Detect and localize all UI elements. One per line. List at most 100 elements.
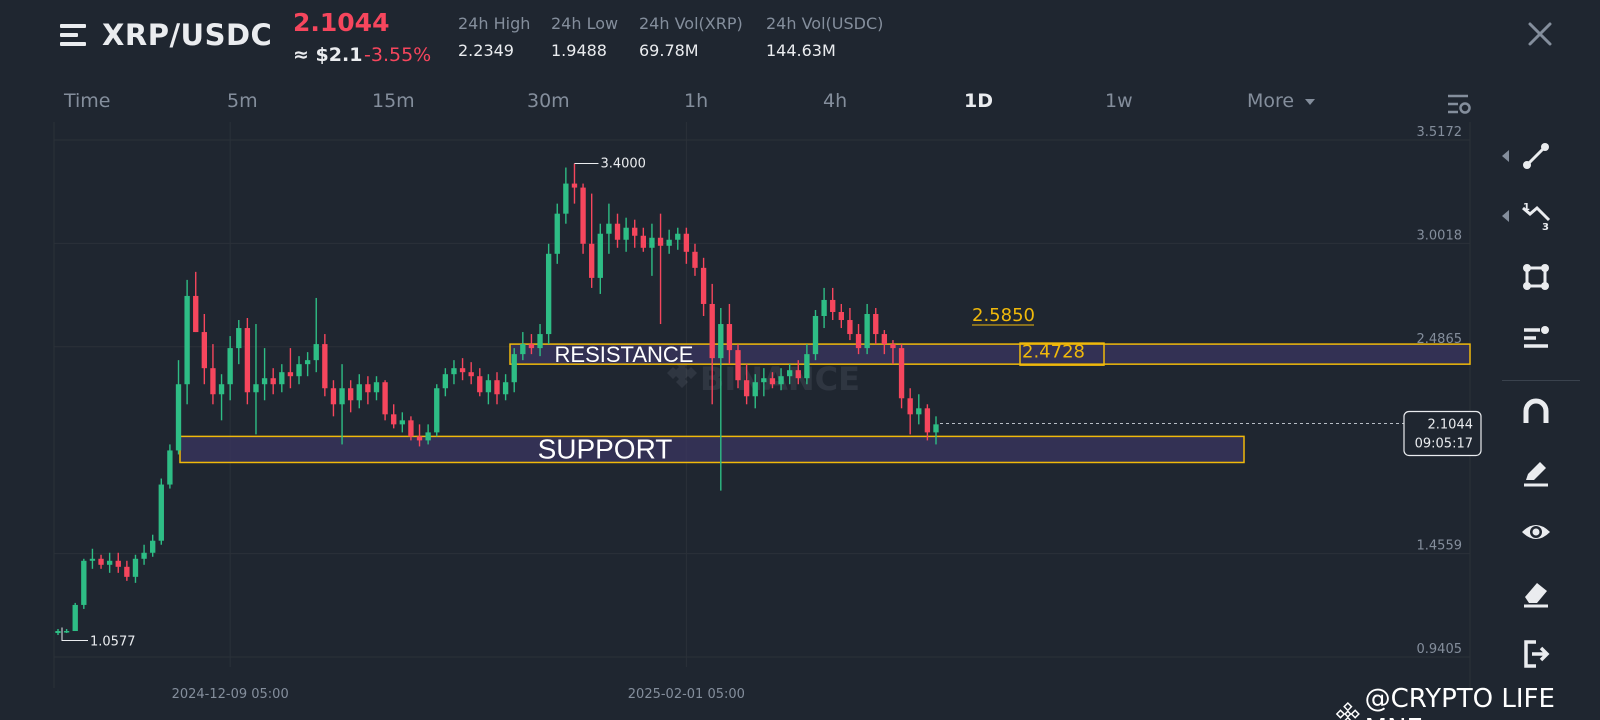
candle-body: [132, 558, 139, 577]
magnet-icon: [1523, 398, 1549, 423]
candle-body: [700, 267, 707, 304]
support-label: SUPPORT: [538, 433, 673, 464]
candle-body: [580, 187, 586, 244]
candle-body: [769, 378, 776, 385]
candle-body: [649, 237, 655, 248]
chart-settings-button[interactable]: [1446, 92, 1472, 116]
close-icon: [1528, 22, 1552, 46]
tab-5m[interactable]: 5m: [227, 90, 258, 112]
stat-value: 1.9488: [551, 41, 607, 60]
candlestick-chart-svg[interactable]: 3.5172 3.0018 2.4865 1.4559 0.9405 2024-12-09…: [0, 122, 1485, 712]
candle-body: [752, 382, 758, 397]
pencil-button[interactable]: [1520, 456, 1552, 488]
tab-1h[interactable]: 1h: [684, 90, 709, 112]
stat-24h-low: 24h Low 1.9488: [551, 14, 618, 60]
candle-body: [847, 320, 853, 335]
expand-arrow-icon[interactable]: [1502, 150, 1509, 162]
candle-body: [718, 324, 724, 359]
y-axis-label: 3.0018: [1417, 228, 1463, 243]
resistance-zone: [509, 343, 1471, 365]
candle-body: [236, 328, 242, 349]
caret-down-icon: [1305, 98, 1316, 105]
candle-body: [726, 324, 733, 351]
candle-body: [210, 368, 216, 395]
candle-body: [416, 436, 423, 441]
price-change-percent: -3.55%: [364, 44, 432, 66]
candle-body: [167, 450, 173, 485]
candle-body: [459, 368, 466, 373]
tab-30m[interactable]: 30m: [527, 90, 570, 112]
candle-body: [537, 334, 543, 349]
candle-body: [442, 374, 449, 389]
candle-body: [175, 384, 182, 451]
candle-body: [589, 243, 595, 278]
candle-body: [485, 380, 492, 393]
candle-body: [81, 560, 87, 605]
candle-body: [502, 382, 509, 395]
menu-icon[interactable]: [60, 22, 88, 48]
candle-body: [158, 484, 164, 541]
trendline-tool-button[interactable]: [1520, 140, 1552, 172]
candle-body: [666, 239, 672, 246]
stat-24h-high: 24h High 2.2349: [458, 14, 530, 60]
candle-body: [907, 398, 913, 415]
candle-body: [873, 313, 879, 335]
candle-body: [279, 372, 285, 385]
candle-body: [477, 376, 483, 393]
candle-body: [924, 408, 931, 433]
rectangle-tool-icon: [1523, 264, 1549, 290]
candle-body: [614, 223, 621, 240]
rectangle-tool-button[interactable]: [1520, 261, 1552, 293]
candle-body: [72, 604, 78, 632]
candle-body: [528, 344, 535, 349]
exit-button[interactable]: [1520, 638, 1552, 670]
current-price-tag: [1403, 410, 1482, 457]
eye-icon: [1522, 525, 1550, 539]
candle-body: [640, 235, 647, 248]
stat-value: 69.78M: [639, 41, 699, 60]
candle-body: [313, 344, 319, 361]
expand-arrow-icon[interactable]: [1502, 210, 1509, 222]
tab-1d[interactable]: 1D: [964, 90, 993, 112]
price-chart[interactable]: 3.5172 3.0018 2.4865 1.4559 0.9405 2024-12-09…: [0, 122, 1485, 712]
pair-title[interactable]: XRP/USDC: [102, 18, 273, 52]
candle-layer: [55, 163, 939, 636]
stat-24h-vol-usdc: 24h Vol(USDC) 144.63M: [766, 14, 883, 60]
eraser-button[interactable]: [1520, 577, 1552, 609]
level-label-1: 2.5850: [972, 305, 1035, 326]
candle-body: [218, 384, 225, 395]
trendline-tool-icon: [1523, 143, 1549, 169]
candle-body: [201, 332, 208, 369]
candle-body: [632, 227, 638, 236]
tab-more[interactable]: More: [1247, 90, 1316, 112]
candle-body: [347, 388, 354, 401]
candle-body: [115, 560, 121, 567]
tab-time[interactable]: Time: [64, 90, 111, 112]
visibility-button[interactable]: [1520, 516, 1552, 548]
close-button[interactable]: [1524, 18, 1556, 50]
level-box-2: [1019, 342, 1105, 366]
candle-body: [141, 552, 147, 559]
tab-15m[interactable]: 15m: [372, 90, 415, 112]
tab-more-label: More: [1247, 90, 1295, 112]
candle-body: [339, 388, 345, 405]
candle-body: [184, 295, 190, 385]
tab-4h[interactable]: 4h: [823, 90, 848, 112]
candle-body: [571, 183, 578, 188]
tab-1w[interactable]: 1w: [1105, 90, 1133, 112]
candle-body: [709, 303, 715, 359]
level-label-2: 2.4728: [1022, 342, 1085, 363]
candle-body: [89, 558, 96, 561]
credit-watermark: @CRYPTO LIFE MNE: [1335, 684, 1600, 720]
credit-text: @CRYPTO LIFE MNE: [1364, 684, 1555, 720]
exit-icon: [1524, 640, 1550, 668]
y-axis-label: 0.9405: [1417, 642, 1463, 657]
text-tool-button[interactable]: [1520, 322, 1552, 354]
interval-tabs: Time 5m 15m 30m 1h 4h 1D 1w More: [0, 86, 1470, 120]
fibonacci-tool-button[interactable]: 1 3: [1520, 200, 1552, 233]
candle-body: [55, 631, 61, 634]
stat-label: 24h Vol(XRP): [639, 14, 743, 33]
magnet-button[interactable]: [1520, 395, 1552, 427]
candle-body: [330, 388, 337, 405]
text-align-tool-icon: [1524, 326, 1549, 348]
